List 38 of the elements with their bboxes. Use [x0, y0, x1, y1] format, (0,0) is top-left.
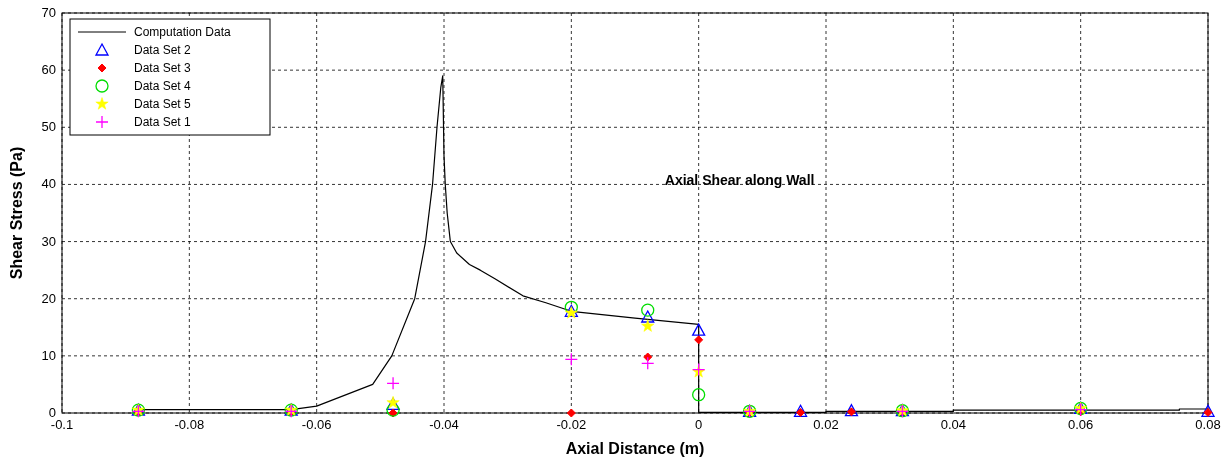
- legend-label: Data Set 3: [134, 61, 192, 75]
- y-axis-title: Shear Stress (Pa): [8, 146, 25, 280]
- point: [641, 319, 655, 332]
- point: [692, 323, 706, 336]
- legend-label: Data Set 2: [134, 43, 192, 57]
- x-tick-label: -0.04: [429, 417, 459, 432]
- point: [641, 303, 655, 317]
- legend-label: Data Set 1: [134, 115, 192, 129]
- point: [386, 376, 400, 390]
- y-tick-label: 60: [41, 62, 56, 78]
- point: [386, 403, 400, 417]
- legend-label: Computation Data: [134, 25, 232, 39]
- y-tick-label: 40: [41, 176, 56, 192]
- y-tick-label: 0: [48, 405, 56, 420]
- x-axis-title: Axial Distance (m): [565, 440, 705, 457]
- x-tick-label: 0: [695, 417, 703, 432]
- point: [641, 356, 655, 370]
- x-tick-label: 0.08: [1195, 417, 1221, 432]
- legend-label: Data Set 5: [134, 97, 192, 111]
- point: [566, 408, 576, 418]
- point: [641, 310, 655, 323]
- y-tick-label: 10: [41, 347, 56, 363]
- y-tick-label: 30: [41, 233, 56, 249]
- x-tick-label: -0.1: [50, 417, 74, 432]
- y-tick-label: 50: [41, 119, 56, 135]
- point: [564, 352, 578, 366]
- x-tick-label: 0.06: [1068, 417, 1094, 432]
- y-tick-label: 70: [41, 5, 56, 20]
- x-tick-label: -0.08: [174, 417, 205, 432]
- y-tick-label: 20: [41, 290, 56, 306]
- annotation: Axial Shear along Wall: [664, 172, 815, 188]
- x-tick-label: -0.02: [556, 417, 587, 432]
- point: [692, 388, 706, 402]
- x-tick-label: -0.06: [301, 417, 332, 432]
- x-tick-label: 0.04: [940, 417, 966, 432]
- legend-label: Data Set 4: [134, 79, 192, 93]
- x-tick-label: 0.02: [813, 417, 839, 432]
- point: [694, 335, 704, 345]
